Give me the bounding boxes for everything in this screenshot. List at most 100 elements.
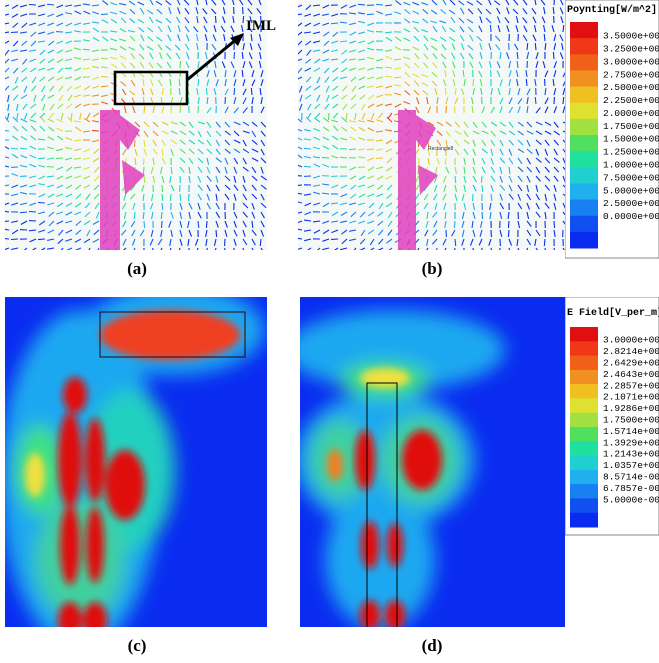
vector-arrow [144,221,145,228]
legend-label: 3.0000e+002 [603,56,659,67]
legend-swatch [570,119,598,136]
vector-arrow [38,239,45,240]
annotation: IML [246,18,276,34]
vector-arrow [234,88,235,95]
legend-label: 2.6429e+000 [603,357,659,368]
legend-label: 7.5000e+001 [603,172,659,183]
legend-label: 1.7500e+000 [603,415,659,426]
legend-label: 2.5000e+002 [603,82,659,93]
vector-arrow [143,158,144,165]
legend-label: 5.0000e-001 [603,494,659,505]
legend-swatch [570,384,598,399]
legend-label: 2.7500e+002 [603,69,659,80]
legend-swatch [570,183,598,200]
vector-arrow [367,149,374,150]
legend-swatch [570,135,598,152]
legend: Poynting[W/m^2] 3.5000e+0023.2500e+002 3.… [565,0,659,258]
legend-label: 3.2500e+002 [603,43,659,54]
legend-label: 1.3929e+000 [603,437,659,448]
vector-arrow [554,221,555,228]
vector-arrow [101,86,108,87]
vector-arrow [385,76,392,77]
legend-swatch [570,327,598,342]
legend-label: 2.0000e+002 [603,108,659,119]
vector-arrow [29,211,36,212]
vector-arrow [295,175,302,176]
vector-arrow [162,185,163,192]
legend-swatch [570,151,598,168]
legend-swatch [570,413,598,428]
vector-arrow [367,14,374,15]
vector-arrow [331,23,338,24]
vector-arrow [101,14,108,15]
legend-swatch [570,456,598,471]
vector-arrow [331,176,338,177]
legend-label: 2.5000e+001 [603,198,659,209]
legend-swatch [570,216,598,233]
panel-c [0,285,267,650]
legend-swatch [570,167,598,184]
vector-arrow [216,230,217,237]
vector-arrow [482,185,483,192]
legend-swatch [570,370,598,385]
vector-arrow [170,194,171,201]
legend-swatch [570,341,598,356]
legend-swatch [570,200,598,217]
legend-label: 1.2143e+000 [603,449,659,460]
vector-arrow [544,239,545,246]
vector-arrow [535,43,536,50]
vector-arrow [455,239,456,246]
vector-arrow [38,158,45,159]
vector-arrow [11,148,18,149]
legend-swatch [570,103,598,120]
vector-arrow [349,149,356,150]
legend-swatch [570,498,598,513]
vector-arrow [38,202,45,203]
figure: IML Rectangle8 [0,0,659,663]
vector-arrow [563,97,564,104]
legend-swatch [570,427,598,442]
legend-swatch [570,70,598,87]
panel-b: Rectangle8 [295,0,569,255]
legend-title: Poynting[W/m^2] [567,4,657,16]
legend-label: 3.5000e+002 [603,31,659,42]
vector-arrow [358,4,365,5]
vector-arrow [65,68,72,69]
vector-arrow [482,212,483,219]
vector-arrow [251,88,252,95]
legend-label: 1.0000e+002 [603,159,659,170]
legend-swatch [570,484,598,499]
legend-label: 2.2500e+002 [603,95,659,106]
legend-label: 1.7500e+002 [603,121,659,132]
caption: (d) [422,636,443,655]
legend-label: 0.0000e+000 [603,211,659,222]
vector-arrow [295,185,302,186]
vector-arrow [340,41,347,42]
legend-swatch [570,470,598,485]
vector-arrow [481,176,482,183]
legend-label: 8.5714e-001 [603,472,659,483]
vector-arrow [11,239,18,240]
legend-swatch [570,54,598,71]
vector-arrow [304,148,311,149]
legend-swatch [570,22,598,39]
vector-arrow [143,167,144,174]
vector-arrow [376,4,383,5]
vector-arrow [473,248,474,255]
legend-label: 2.8214e+000 [603,346,659,357]
legend-label: 1.2500e+002 [603,147,659,158]
vector-arrow [481,248,482,255]
legend-label: 1.5000e+002 [603,134,659,145]
vector-arrow [162,203,163,210]
vector-arrow [234,52,235,59]
caption: (b) [422,259,443,278]
legend-label: 3.0000e+000 [603,335,659,346]
vector-arrow [215,16,216,23]
vector-arrow [527,43,528,50]
vector-arrow [490,25,491,32]
vector-arrow [304,166,311,167]
vector-arrow [180,194,181,201]
legend: E Field[V_per_m] 3.0000e+0002.8214e+0002… [565,297,659,535]
annotation: Rectangle8 [428,146,454,152]
vector-arrow [29,4,36,5]
